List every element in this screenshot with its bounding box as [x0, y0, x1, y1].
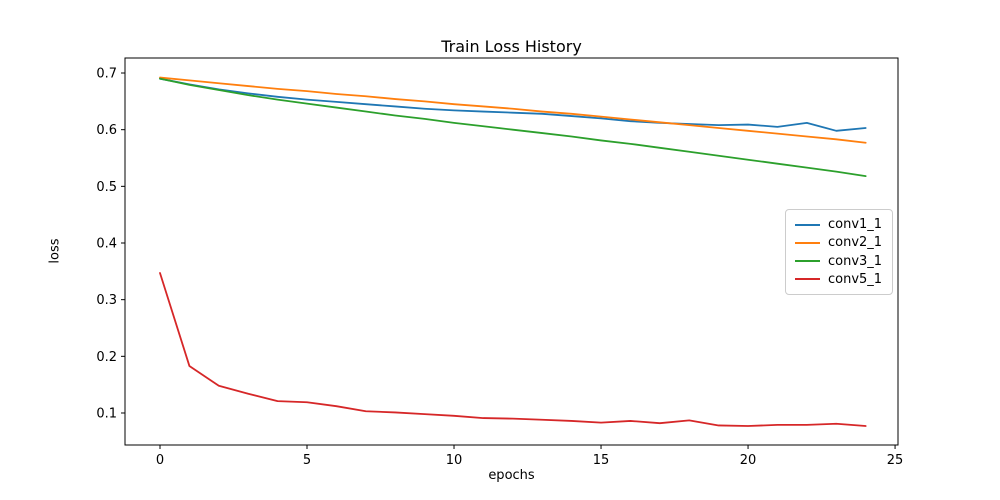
- plot-border: [124, 57, 899, 446]
- chart-title: Train Loss History: [441, 37, 582, 56]
- legend-label: conv1_1: [828, 217, 883, 232]
- series-line-conv3_1: [159, 77, 867, 178]
- x-tick-label: 10: [446, 453, 463, 468]
- legend-line-swatch: [795, 223, 820, 226]
- x-axis-label: epochs: [488, 468, 535, 483]
- series-line-conv1_1: [159, 77, 867, 132]
- legend: conv1_1 conv2_1 conv3_1 conv5_1: [785, 209, 893, 295]
- y-tick-label: 0.2: [96, 350, 117, 365]
- y-axis-label: loss: [47, 238, 63, 264]
- x-tick-label: 25: [887, 453, 904, 468]
- y-tick-label: 0.3: [96, 293, 117, 308]
- x-tick-label: 5: [303, 453, 311, 468]
- legend-item-conv3_1: conv3_1: [795, 254, 883, 269]
- y-tick-label: 0.4: [96, 237, 117, 252]
- legend-line-swatch: [795, 278, 820, 281]
- legend-label: conv5_1: [828, 271, 883, 287]
- y-tick-label: 0.6: [96, 123, 117, 138]
- y-tick-label: 0.1: [96, 406, 117, 421]
- y-tick-label: 0.5: [96, 180, 117, 195]
- legend-line-swatch: [795, 260, 820, 263]
- x-tick-label: 15: [593, 453, 610, 468]
- legend-label: conv2_1: [828, 235, 883, 251]
- x-tick-label: 20: [740, 453, 757, 468]
- legend-label: conv3_1: [828, 253, 883, 269]
- series-line-conv5_1: [159, 272, 867, 427]
- y-tick-label: 0.7: [96, 67, 117, 82]
- legend-item-conv5_1: conv5_1: [795, 272, 883, 287]
- legend-item-conv2_1: conv2_1: [795, 235, 883, 250]
- x-tick-label: 0: [156, 453, 164, 468]
- legend-item-conv1_1: conv1_1: [795, 217, 883, 232]
- series-line-conv2_1: [159, 76, 867, 144]
- legend-line-swatch: [795, 241, 820, 244]
